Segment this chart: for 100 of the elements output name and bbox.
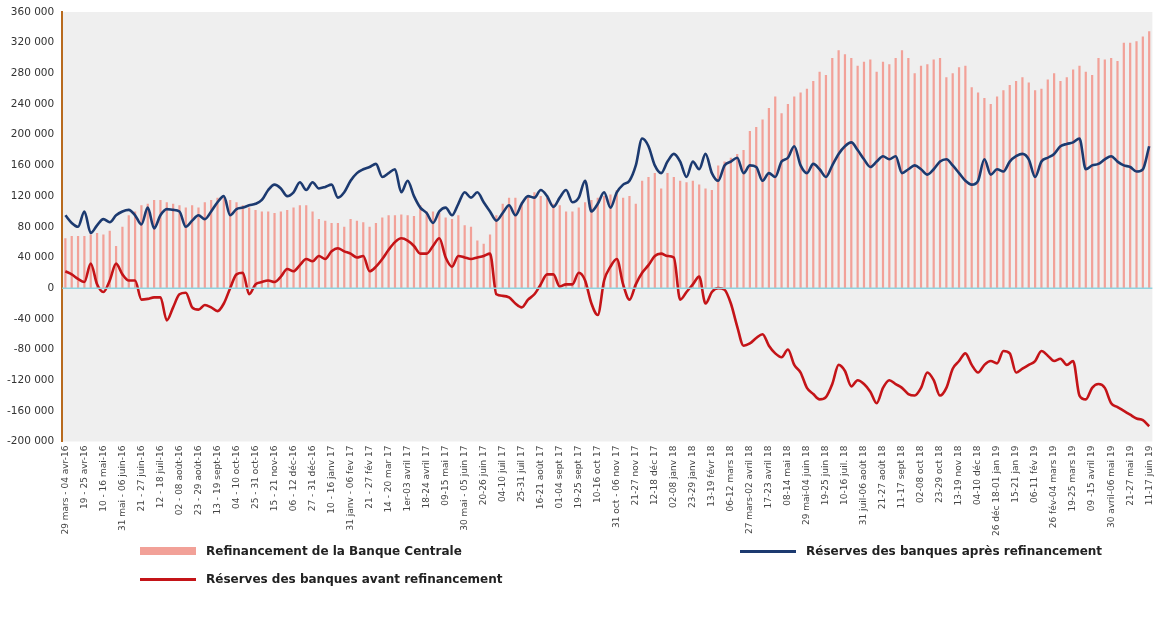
x-tick-label: 02-08 oct 18 xyxy=(915,445,926,503)
bar xyxy=(571,211,574,289)
x-tick-label: 31 janv - 06 fev 17 xyxy=(344,445,355,531)
x-tick-label: 19-25 mars 19 xyxy=(1067,445,1078,512)
x-tick-label: 09-15 mai 17 xyxy=(440,445,451,506)
x-tick-label: 1er-03 avril 17 xyxy=(401,445,412,512)
y-tick-label: 120 000 xyxy=(10,188,55,201)
y-tick-label: -160 000 xyxy=(6,403,55,416)
y-tick-label: -200 000 xyxy=(6,434,55,447)
x-tick-label: 17-23 avril 18 xyxy=(763,445,774,509)
x-tick-label: 31 oct - 06 nov 17 xyxy=(611,445,622,529)
y-tick-label: 360 000 xyxy=(10,4,55,17)
x-tick-label: 10 - 16 janv 17 xyxy=(325,445,336,514)
x-tick-label: 23-29 oct 18 xyxy=(934,445,945,503)
bar xyxy=(704,188,707,289)
x-tick-label: 19-25 juin 18 xyxy=(820,445,831,506)
x-tick-label: 29 mars - 04 avr-16 xyxy=(59,445,70,535)
x-tick-label: 06-12 mars 18 xyxy=(725,445,736,512)
x-tick-label: 10 - 16 mai-16 xyxy=(97,445,108,512)
x-tick-label: 31 mai - 06 juin-16 xyxy=(116,445,127,532)
bar xyxy=(590,199,593,289)
bar xyxy=(818,71,821,289)
x-tick-label: 25-31 juil 17 xyxy=(516,445,527,503)
x-tick-label: 04 - 10 oct-16 xyxy=(230,445,241,509)
x-tick-label: 14 - 20 mar 17 xyxy=(382,445,393,513)
bar xyxy=(140,205,143,289)
bar xyxy=(1078,65,1081,289)
bar xyxy=(102,234,105,289)
bar xyxy=(666,173,669,289)
bar xyxy=(983,97,986,289)
x-tick-label: 21 - 27 fév 17 xyxy=(363,445,374,509)
y-tick-label: 80 000 xyxy=(17,219,55,232)
x-tick-label: 30 mai - 05 juin 17 xyxy=(459,445,470,531)
bar xyxy=(780,113,783,289)
bar xyxy=(647,176,650,289)
bar xyxy=(349,219,352,289)
legend-label: Réserves des banques avant refinancement xyxy=(206,572,503,586)
bar xyxy=(121,226,124,289)
y-tick-label: 160 000 xyxy=(10,158,55,171)
bar xyxy=(609,194,612,289)
x-tick-label: 13-19 févr 18 xyxy=(706,445,717,507)
bar xyxy=(761,119,764,289)
bar xyxy=(628,196,631,289)
bar xyxy=(311,211,314,289)
x-tick-label: 08-14 mai 18 xyxy=(782,445,793,506)
bar xyxy=(254,209,257,289)
x-tick-label: 15 - 21 nov-16 xyxy=(268,445,279,512)
x-tick-label: 26 déc 18-01 jan 19 xyxy=(991,445,1002,536)
x-tick-label: 10-16 oct 17 xyxy=(592,445,603,503)
x-tick-label: 11-17 sept 18 xyxy=(896,445,907,509)
bar xyxy=(273,212,276,289)
x-tick-label: 04-10 déc 18 xyxy=(972,445,983,506)
bar xyxy=(533,192,536,289)
x-tick-label: 19-25 sept 17 xyxy=(573,445,584,509)
legend-label: Refinancement de la Banque Centrale xyxy=(206,544,462,558)
x-tick-label: 20-26 juin 17 xyxy=(478,445,489,506)
x-tick-label: 27 - 31 déc-16 xyxy=(306,445,317,512)
y-tick-label: 0 xyxy=(47,280,55,293)
y-tick-label: -40 000 xyxy=(13,311,55,324)
x-tick-label: 21-27 août 18 xyxy=(877,445,888,510)
line-series xyxy=(64,137,1151,235)
bar xyxy=(1097,58,1100,289)
x-tick-label: 18-24 avril 17 xyxy=(420,445,431,509)
x-tick-label: 11-17 juin 19 xyxy=(1143,445,1154,506)
bar xyxy=(1135,41,1138,289)
bar xyxy=(292,207,295,289)
x-tick-label: 02-08 janv 18 xyxy=(668,445,679,508)
x-tick-label: 16-21 août 17 xyxy=(535,445,546,510)
x-tick-label: 06-11 fév 19 xyxy=(1029,445,1040,503)
legend-label: Réserves des banques après refinancement xyxy=(806,544,1103,558)
x-tick-label: 21 - 27 juin-16 xyxy=(135,445,146,512)
x-tick-label: 23-29 janv 18 xyxy=(687,445,698,508)
bar xyxy=(178,205,181,289)
bar xyxy=(216,197,219,289)
x-tick-label: 31 juil-06 août 18 xyxy=(858,445,869,526)
x-tick-label: 12 - 18 juil-16 xyxy=(154,445,165,509)
y-tick-label: 200 000 xyxy=(10,127,55,140)
bar xyxy=(197,207,200,289)
y-tick-label: -120 000 xyxy=(6,372,55,385)
x-tick-label: 12-18 déc 17 xyxy=(649,445,660,506)
x-tick-label: 21-27 nov 17 xyxy=(630,445,641,506)
x-tick-label: 15-21 jan 19 xyxy=(1010,445,1021,503)
y-tick-label: -80 000 xyxy=(13,342,55,355)
x-tick-label: 21-27 mai 19 xyxy=(1124,445,1135,506)
bar xyxy=(330,222,333,289)
bar xyxy=(1002,90,1005,289)
x-tick-label: 13-19 nov 18 xyxy=(953,445,964,506)
bar xyxy=(1116,61,1119,289)
bar xyxy=(159,199,162,289)
bar xyxy=(1021,77,1024,289)
x-tick-label: 10-16 juil. 18 xyxy=(839,445,850,505)
x-tick-label: 30 avril-06 mai 19 xyxy=(1105,445,1116,529)
x-tick-label: 01-04 sept 17 xyxy=(554,445,565,509)
bar xyxy=(742,150,745,289)
bar xyxy=(799,92,802,289)
bar xyxy=(1059,81,1062,289)
x-tick-label: 04-10 juil 17 xyxy=(497,445,508,503)
x-tick-label: 25 - 31 oct-16 xyxy=(249,445,260,509)
y-tick-label: 280 000 xyxy=(10,66,55,79)
x-tick-label: 19 - 25 avr-16 xyxy=(78,445,89,509)
